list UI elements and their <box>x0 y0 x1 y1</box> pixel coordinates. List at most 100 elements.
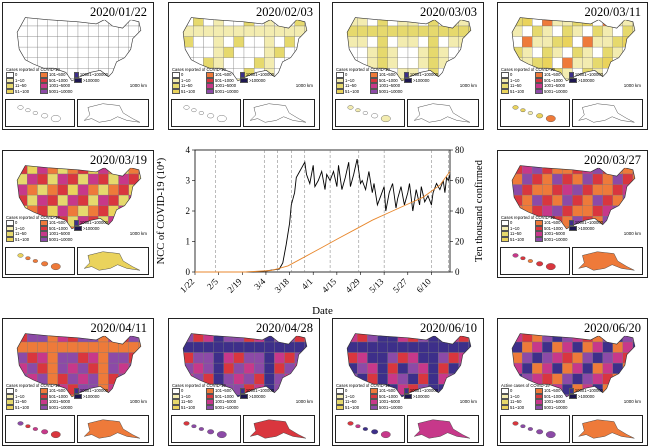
state-region <box>387 352 399 364</box>
state-region <box>622 184 634 196</box>
state-region <box>512 341 513 353</box>
state-region <box>304 362 307 374</box>
state-region <box>213 17 224 27</box>
x-tick-label: 2/5 <box>205 276 221 292</box>
scale-bar: 1000 km <box>295 83 313 88</box>
state-region <box>532 333 543 343</box>
state-region <box>417 25 429 37</box>
legend-item: 1~10 <box>172 393 206 400</box>
state-region <box>223 362 235 374</box>
hawaii-island <box>207 429 215 435</box>
legend-item: 0 <box>336 72 370 78</box>
us-outline <box>182 17 308 82</box>
state-region <box>77 25 89 37</box>
state-region <box>428 46 439 58</box>
state-region <box>562 173 573 185</box>
state-region <box>512 165 513 175</box>
state-region <box>223 25 235 37</box>
state-region <box>77 36 89 48</box>
x-tick-label: 4/29 <box>344 276 363 295</box>
state-region <box>67 25 79 37</box>
legend-item: 1~10 <box>501 225 535 232</box>
state-region <box>347 17 358 27</box>
state-region <box>37 184 48 196</box>
hawaii-island <box>371 113 379 119</box>
hawaii-island <box>545 263 556 271</box>
hawaii-island <box>545 115 556 123</box>
state-region <box>448 394 459 397</box>
state-region <box>294 384 306 395</box>
state-region <box>108 57 119 69</box>
alaska-shape <box>83 419 141 439</box>
state-region <box>521 362 533 374</box>
state-region <box>367 352 378 364</box>
legend-item: 1001~5000 <box>206 399 240 405</box>
legend-item: 1~10 <box>6 225 40 232</box>
state-region <box>542 173 553 185</box>
hawaii-inset <box>5 247 75 275</box>
hawaii-island <box>512 421 519 426</box>
us-outline <box>511 333 636 398</box>
hawaii-island <box>216 115 227 123</box>
state-region <box>294 25 306 37</box>
hawaii-island <box>32 259 38 263</box>
hawaii-island <box>520 108 526 113</box>
state-region <box>377 25 388 37</box>
state-region <box>542 184 553 196</box>
us-outline <box>16 17 142 82</box>
state-region <box>128 362 140 374</box>
map-panel-1: 2020/01/22 Cases reported of COVID-19 0 101… <box>2 2 154 130</box>
state-region <box>521 17 533 27</box>
state-region <box>67 165 79 175</box>
state-region <box>622 216 634 227</box>
state-region <box>622 57 634 69</box>
hawaii-island <box>520 256 526 261</box>
state-region <box>17 352 18 364</box>
x-tick-label: 5/13 <box>367 276 386 295</box>
hawaii-island <box>41 429 49 435</box>
state-region <box>304 36 307 48</box>
state-region <box>521 333 533 343</box>
state-region <box>284 394 295 397</box>
state-region <box>387 362 399 374</box>
state-region <box>407 333 419 343</box>
legend-item: >100000 <box>240 77 274 84</box>
state-region <box>397 394 409 397</box>
legend-item: 1001~5000 <box>370 83 404 89</box>
alaska-shape <box>577 419 635 439</box>
state-region <box>377 352 388 364</box>
us-map-svg <box>182 333 308 398</box>
state-region <box>417 36 429 48</box>
y-left-tick-label: 0 <box>186 267 191 277</box>
state-region <box>458 25 470 37</box>
hawaii-island <box>527 427 533 431</box>
legend-item: 0 <box>172 72 206 78</box>
state-region <box>108 341 119 353</box>
state-region <box>77 17 89 27</box>
state-region <box>27 184 38 196</box>
state-region <box>213 352 224 364</box>
state-region <box>243 46 255 58</box>
state-region <box>77 194 89 206</box>
legend-item: 10001~100000 <box>404 388 438 394</box>
hawaii-island <box>17 253 24 258</box>
state-region <box>512 17 513 27</box>
state-region <box>57 362 69 374</box>
legend-item: 1~10 <box>336 393 370 400</box>
state-region <box>138 373 141 385</box>
state-region <box>542 362 553 374</box>
state-region <box>128 68 140 79</box>
hawaii-island <box>380 115 391 123</box>
state-region <box>562 17 573 27</box>
state-region <box>128 173 140 185</box>
state-region <box>47 362 58 374</box>
state-region <box>468 46 471 58</box>
hawaii-island <box>41 261 49 267</box>
state-region <box>562 194 573 206</box>
state-region <box>612 57 624 69</box>
legend-item: 11~50 <box>336 83 370 89</box>
legend-item: >100000 <box>74 225 108 232</box>
state-region <box>183 46 184 58</box>
state-region <box>243 341 255 353</box>
map-legend: Cases reported of COVID-19 0 101~500 10001~… <box>172 67 274 95</box>
